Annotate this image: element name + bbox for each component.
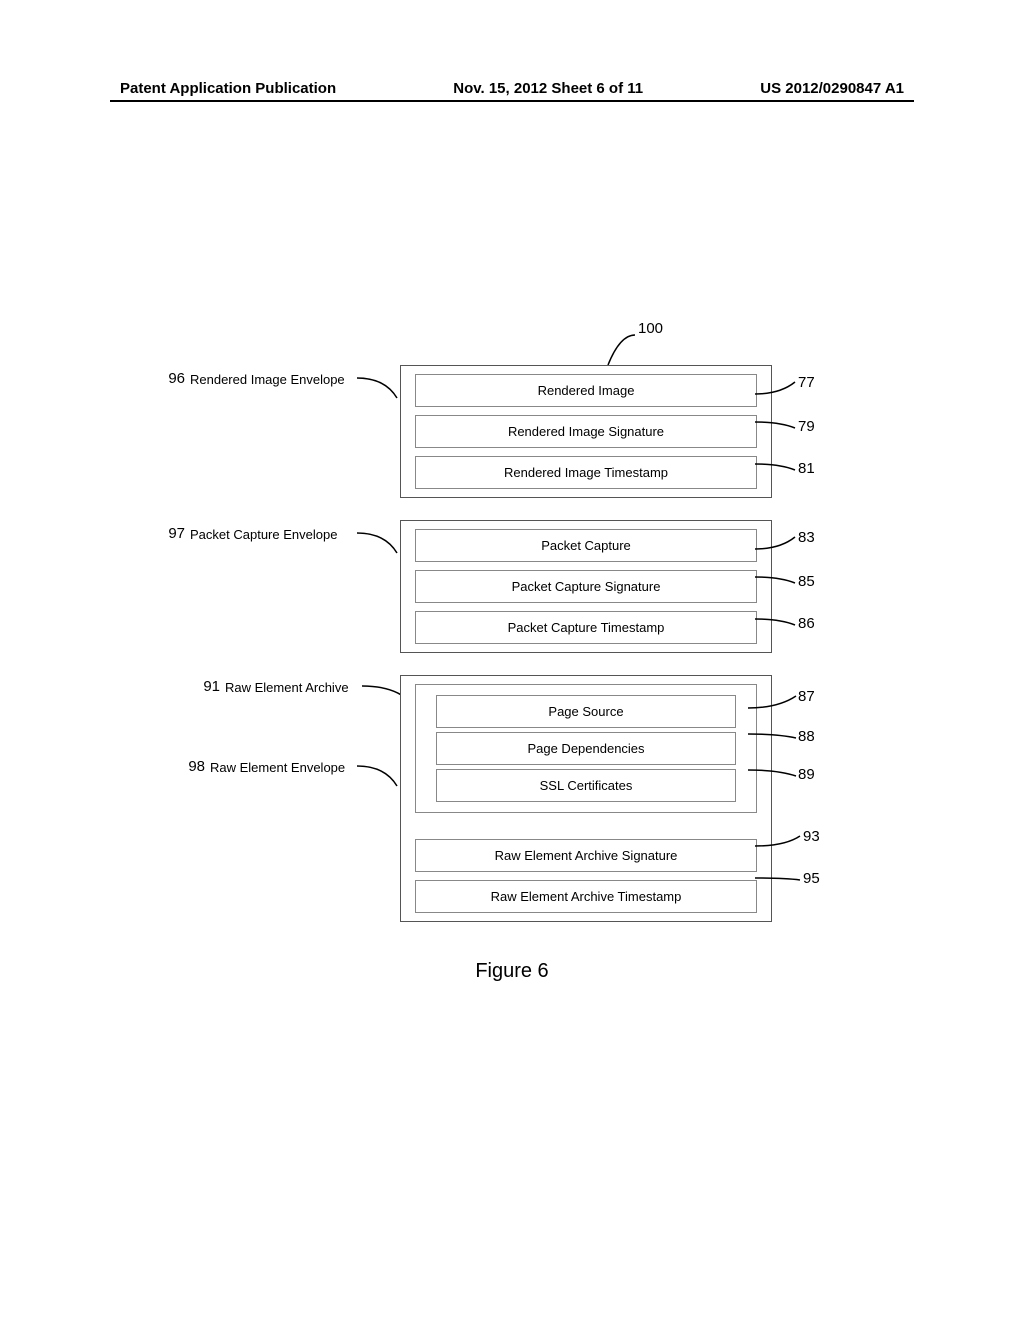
ref-100: 100 bbox=[638, 320, 663, 337]
raw-envelope-box: Page Source Page Dependencies SSL Certif… bbox=[400, 675, 772, 922]
label-rendered-envelope: Rendered Image Envelope bbox=[190, 372, 360, 387]
ref-83: 83 bbox=[798, 529, 815, 546]
page-dep-text: Page Dependencies bbox=[527, 741, 644, 756]
ref-81: 81 bbox=[798, 460, 815, 477]
packet-capture-box: Packet Capture bbox=[415, 529, 757, 562]
ref-77: 77 bbox=[798, 374, 815, 391]
header-left: Patent Application Publication bbox=[120, 80, 336, 97]
packet-capture-text: Packet Capture bbox=[541, 538, 631, 553]
ref-98: 98 bbox=[175, 758, 205, 775]
packet-sig-box: Packet Capture Signature bbox=[415, 570, 757, 603]
leader-97 bbox=[355, 527, 405, 557]
page-dep-box: Page Dependencies bbox=[436, 732, 736, 765]
figure-caption: Figure 6 bbox=[0, 960, 1024, 983]
header-center: Nov. 15, 2012 Sheet 6 of 11 bbox=[453, 80, 643, 97]
raw-sig-text: Raw Element Archive Signature bbox=[495, 848, 678, 863]
rendered-image-text: Rendered Image bbox=[538, 383, 635, 398]
ref-87: 87 bbox=[798, 688, 815, 705]
ssl-text: SSL Certificates bbox=[540, 778, 633, 793]
ref-79: 79 bbox=[798, 418, 815, 435]
label-packet-envelope: Packet Capture Envelope bbox=[190, 527, 360, 542]
packet-ts-box: Packet Capture Timestamp bbox=[415, 611, 757, 644]
rendered-ts-box: Rendered Image Timestamp bbox=[415, 456, 757, 489]
leader-98 bbox=[355, 760, 405, 790]
header-right: US 2012/0290847 A1 bbox=[760, 80, 904, 97]
raw-ts-box: Raw Element Archive Timestamp bbox=[415, 880, 757, 913]
ref-89: 89 bbox=[798, 766, 815, 783]
ref-85: 85 bbox=[798, 573, 815, 590]
page-source-box: Page Source bbox=[436, 695, 736, 728]
ref-96: 96 bbox=[155, 370, 185, 387]
ref-88: 88 bbox=[798, 728, 815, 745]
packet-envelope-box: Packet Capture Packet Capture Signature … bbox=[400, 520, 772, 653]
leader-96 bbox=[355, 372, 405, 402]
rendered-sig-text: Rendered Image Signature bbox=[508, 424, 664, 439]
ref-93: 93 bbox=[803, 828, 820, 845]
ref-95: 95 bbox=[803, 870, 820, 887]
ref-86: 86 bbox=[798, 615, 815, 632]
header-rule bbox=[110, 100, 914, 102]
page-header: Patent Application Publication Nov. 15, … bbox=[120, 80, 904, 97]
rendered-ts-text: Rendered Image Timestamp bbox=[504, 465, 668, 480]
raw-ts-text: Raw Element Archive Timestamp bbox=[491, 889, 682, 904]
label-raw-envelope: Raw Element Envelope bbox=[210, 760, 360, 775]
packet-ts-text: Packet Capture Timestamp bbox=[508, 620, 665, 635]
rendered-image-box: Rendered Image bbox=[415, 374, 757, 407]
raw-archive-box: Page Source Page Dependencies SSL Certif… bbox=[415, 684, 757, 813]
ref-97: 97 bbox=[155, 525, 185, 542]
raw-sig-box: Raw Element Archive Signature bbox=[415, 839, 757, 872]
packet-sig-text: Packet Capture Signature bbox=[512, 579, 661, 594]
ref-91: 91 bbox=[190, 678, 220, 695]
label-raw-archive: Raw Element Archive bbox=[225, 680, 365, 695]
page-source-text: Page Source bbox=[548, 704, 623, 719]
rendered-sig-box: Rendered Image Signature bbox=[415, 415, 757, 448]
ssl-box: SSL Certificates bbox=[436, 769, 736, 802]
rendered-envelope-box: Rendered Image Rendered Image Signature … bbox=[400, 365, 772, 498]
